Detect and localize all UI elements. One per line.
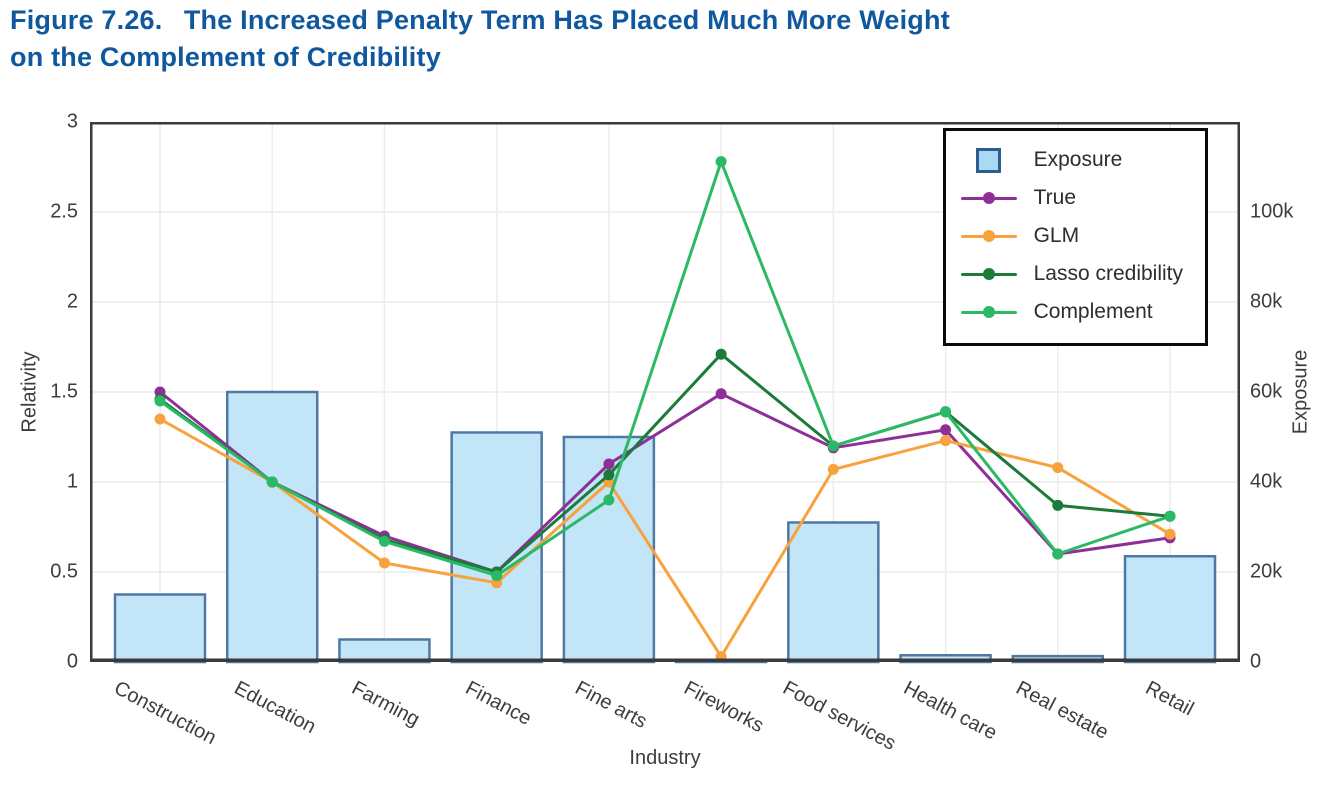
line-swatch-icon	[960, 306, 1018, 318]
left-tick-label: 0	[66, 650, 78, 673]
exposure-swatch-icon	[960, 147, 1018, 173]
data-point	[1052, 499, 1064, 511]
bar-swatch-square	[976, 147, 1002, 173]
data-point	[378, 535, 390, 547]
line-swatch-icon	[960, 230, 1018, 242]
right-tick-label: 0	[1250, 650, 1262, 673]
figure-title: Figure 7.26. The Increased Penalty Term …	[10, 2, 950, 76]
left-tick-label: 0.5	[50, 560, 78, 583]
exposure-bar	[113, 593, 207, 664]
figure-title-line2: on the Complement of Credibility	[10, 42, 441, 72]
legend-item: GLM	[960, 217, 1183, 255]
x-tick-label: Fireworks	[680, 677, 768, 738]
data-point	[154, 395, 166, 407]
data-point	[1052, 462, 1064, 474]
left-tick-label: 2.5	[50, 200, 78, 223]
left-tick-label: 2	[66, 290, 78, 313]
legend-label: GLM	[1033, 224, 1080, 247]
legend-dot-sample	[982, 230, 995, 242]
x-tick-label: Farming	[348, 677, 424, 731]
data-point	[491, 570, 503, 582]
data-point	[827, 463, 839, 475]
x-tick-label: Construction	[110, 677, 220, 750]
exposure-bar	[787, 521, 880, 664]
chart-canvas	[90, 122, 1240, 664]
data-point	[603, 458, 615, 470]
x-tick-label: Food services	[779, 677, 900, 755]
x-tick-label: Finance	[461, 677, 535, 730]
x-tick-label: Health care	[899, 677, 1001, 745]
data-point	[1052, 548, 1064, 560]
series-line	[158, 390, 1172, 574]
data-point	[266, 476, 278, 488]
data-point	[715, 388, 727, 400]
x-tick-label: Real estate	[1012, 677, 1112, 744]
x-tick-label: Education	[230, 677, 320, 739]
left-axis-tick-labels: 0 0.5 1 1.5 2 2.5 3	[0, 111, 80, 673]
x-tick-label: Retail	[1141, 677, 1198, 721]
data-point	[715, 156, 727, 168]
left-tick-label: 3	[66, 110, 78, 133]
right-tick-label: 100k	[1250, 200, 1294, 223]
legend-dot-sample	[982, 268, 995, 280]
plot-area: Exposure True GLM Lasso credibility Compleme…	[90, 122, 1240, 664]
legend-item: True	[960, 179, 1183, 217]
legend-dot-sample	[982, 306, 995, 318]
legend-label: Lasso credibility	[1033, 262, 1183, 285]
legend-label: Complement	[1033, 300, 1153, 323]
right-tick-label: 40k	[1250, 470, 1283, 493]
legend-label: Exposure	[1033, 148, 1123, 171]
series-line	[158, 417, 1172, 659]
left-tick-label: 1.5	[50, 380, 78, 403]
data-point	[827, 440, 839, 452]
data-point	[1164, 528, 1176, 540]
legend-item: Exposure	[960, 141, 1183, 179]
exposure-bar	[225, 390, 319, 664]
legend-item: Lasso credibility	[960, 255, 1183, 293]
chart-legend: Exposure True GLM Lasso credibility Compleme…	[942, 128, 1208, 346]
data-point	[154, 413, 166, 425]
data-point	[378, 557, 390, 569]
exposure-bar	[1123, 555, 1217, 664]
data-point	[603, 469, 615, 481]
line-swatch-icon	[960, 268, 1018, 280]
right-tick-label: 20k	[1250, 560, 1283, 583]
data-point	[715, 348, 727, 360]
data-point	[940, 435, 952, 447]
legend-label: True	[1033, 186, 1076, 209]
data-point	[603, 494, 615, 506]
data-point	[940, 424, 952, 436]
figure-title-line1: Figure 7.26. The Increased Penalty Term …	[10, 5, 950, 35]
x-axis-title: Industry	[629, 747, 701, 769]
data-point	[940, 406, 952, 418]
legend-item: Complement	[960, 293, 1183, 331]
exposure-bar	[450, 431, 543, 664]
line-swatch-icon	[960, 192, 1018, 204]
right-tick-label: 80k	[1250, 290, 1283, 313]
left-tick-label: 1	[66, 470, 78, 493]
right-axis-tick-labels: 0 20k 40k 60k 80k 100k	[1250, 122, 1325, 673]
x-tick-label: Fine arts	[571, 677, 651, 733]
legend-dot-sample	[982, 192, 995, 204]
series-line	[158, 160, 1172, 578]
right-tick-label: 60k	[1250, 380, 1283, 403]
data-point	[1164, 510, 1176, 522]
